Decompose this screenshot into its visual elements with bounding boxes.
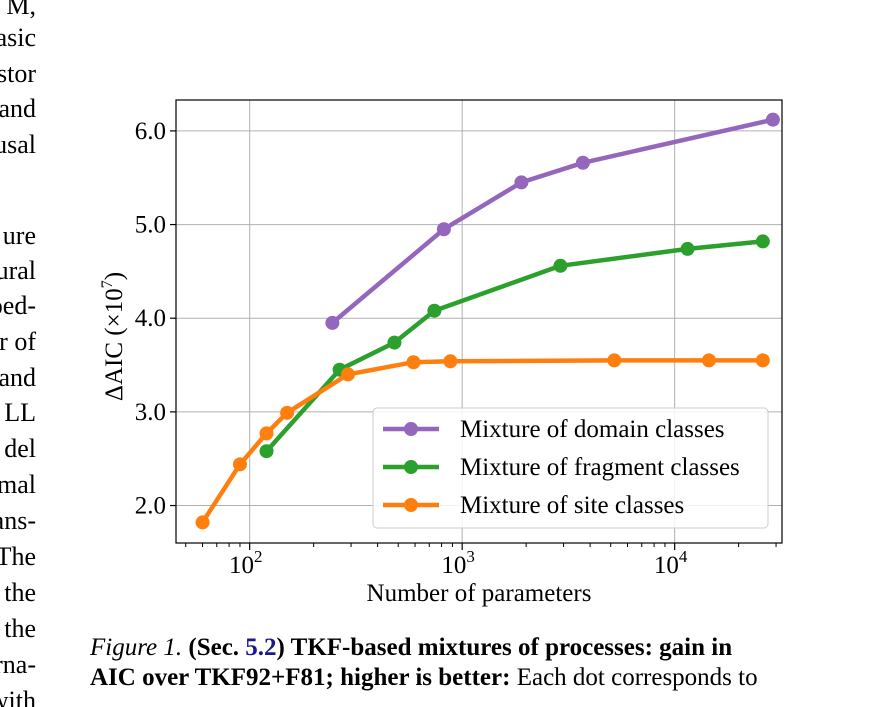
x-tick-label: 102 [229, 547, 262, 579]
left-text-line: mal [0, 470, 36, 499]
left-text-line: The [0, 542, 36, 571]
caption-bold-title: ) TKF-based mixtures of processes: gain … [276, 634, 733, 661]
left-text-line: del [4, 434, 36, 463]
left-text-line: oed- [0, 291, 36, 320]
left-text-line: usal [0, 130, 36, 159]
data-point [280, 405, 295, 420]
legend-swatch-marker [404, 498, 418, 512]
y-tick-label: 5.0 [135, 212, 166, 239]
data-point [680, 241, 695, 256]
axis-ticks: 2.0 3.0 4.0 5.0 6.0 102 103 104 [135, 118, 777, 579]
data-point [387, 335, 402, 350]
data-point [765, 112, 780, 127]
legend-label: Mixture of domain classes [460, 416, 725, 443]
caption-label: Figure 1. [90, 634, 183, 661]
caption-line-1: Figure 1. (Sec. 5.2) TKF-based mixtures … [90, 633, 810, 663]
data-point [607, 353, 622, 368]
x-tick-label: 104 [654, 547, 688, 579]
plot-frame [175, 99, 783, 544]
left-column-text: M, asic stor and usal ure ural oed- r of… [0, 0, 36, 707]
y-axis-label: ΔAIC (×107) [99, 272, 128, 401]
series-layer [195, 112, 780, 530]
data-point [232, 457, 247, 472]
left-text-line: and [0, 94, 36, 123]
left-text-line: M, [6, 0, 36, 20]
data-point [755, 353, 770, 368]
y-tick-label: 3.0 [135, 399, 166, 426]
left-text-line: rna- [0, 650, 36, 679]
left-text-line: ans- [0, 506, 36, 535]
legend-label: Mixture of fragment classes [460, 454, 740, 481]
legend-swatch-marker [404, 422, 418, 436]
data-point [195, 515, 210, 530]
left-text-line: ure [2, 221, 36, 250]
y-axis-label-main: ΔAIC (×10 [101, 288, 128, 401]
data-point [427, 303, 442, 318]
y-tick-label: 6.0 [135, 118, 166, 145]
data-point [259, 426, 274, 441]
left-text-line: and [0, 363, 36, 392]
series-line-3 [200, 358, 766, 525]
y-tick-label: 2.0 [135, 493, 166, 520]
legend-swatch-marker [404, 460, 418, 474]
data-point [553, 258, 568, 273]
legend-box [372, 407, 769, 529]
left-text-line: the [4, 578, 36, 607]
caption-bold-line2: AIC over TKF92+F81; higher is better: [90, 664, 511, 691]
data-point [325, 315, 340, 330]
left-text-line: r of [0, 327, 36, 356]
left-text-line: the [4, 614, 36, 643]
caption-body-text: Each dot corresponds to [510, 664, 758, 691]
legend-label: Mixture of site classes [460, 492, 684, 519]
data-point [340, 367, 355, 382]
series-line-1 [330, 117, 776, 326]
data-point [701, 353, 716, 368]
y-axis-label-exponent: 7 [99, 280, 116, 288]
data-point [755, 234, 770, 249]
figure-caption: Figure 1. (Sec. 5.2) TKF-based mixtures … [90, 633, 810, 693]
y-tick-label: 4.0 [135, 305, 166, 332]
y-axis-label-close: ) [101, 272, 128, 280]
section-reference-link[interactable]: 5.2 [245, 634, 277, 661]
data-point [514, 175, 529, 190]
data-point [259, 444, 274, 459]
left-text-line: LL [4, 398, 36, 427]
data-point [436, 222, 451, 237]
legend: Mixture of domain classes Mixture of frag… [372, 407, 769, 529]
caption-bold-open: (Sec. [188, 634, 246, 661]
data-point [575, 155, 590, 170]
data-point [406, 355, 421, 370]
x-axis-label: Number of parameters [367, 580, 592, 607]
data-point [443, 354, 458, 369]
caption-line-2: AIC over TKF92+F81; higher is better: Ea… [90, 663, 810, 693]
left-text-line: with [0, 686, 36, 707]
left-text-line: asic [0, 23, 36, 52]
x-tick-label: 103 [441, 547, 475, 579]
left-text-line: ural [0, 256, 36, 285]
left-text-line: stor [0, 59, 36, 88]
